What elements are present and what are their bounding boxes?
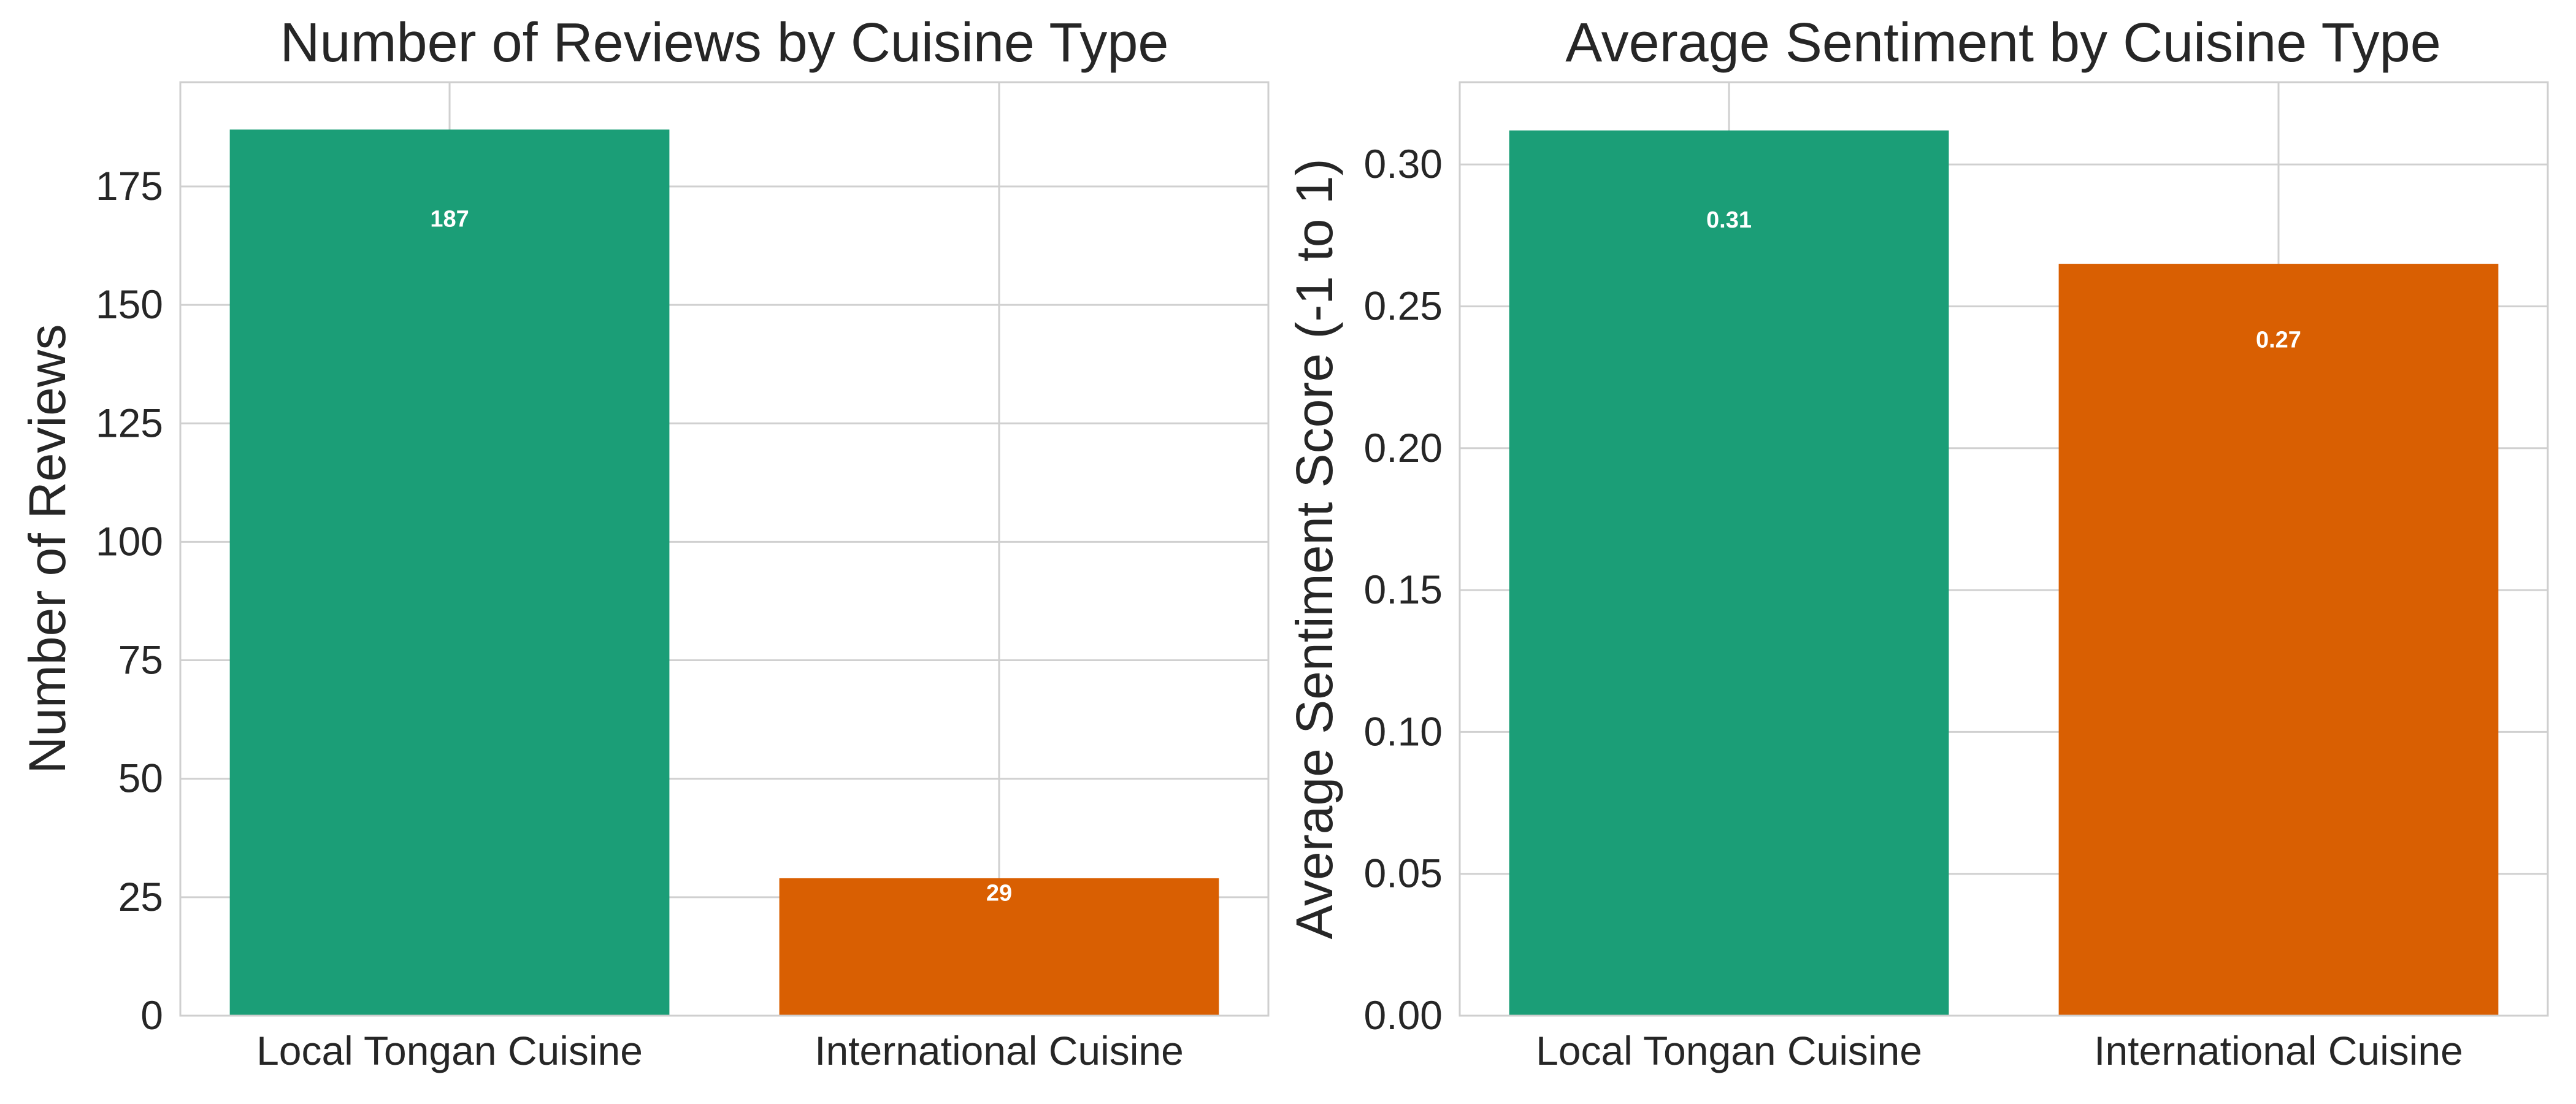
- chart-title: Average Sentiment by Cuisine Type: [1565, 12, 2441, 74]
- y-tick-label: 0.15: [1364, 567, 1443, 612]
- y-tick-label: 0.05: [1364, 851, 1443, 896]
- y-tick-label: 175: [96, 163, 163, 209]
- x-tick-labels: Local Tongan Cuisine International Cuisin…: [1536, 1028, 2463, 1073]
- x-tick-labels: Local Tongan Cuisine International Cuisin…: [256, 1028, 1184, 1073]
- y-tick-label: 0.00: [1364, 992, 1443, 1038]
- y-tick-label: 100: [96, 518, 163, 564]
- bar-value-label: 187: [430, 207, 469, 232]
- x-tick-label: International Cuisine: [2094, 1028, 2463, 1073]
- bar: [229, 129, 670, 1016]
- x-tick-label: Local Tongan Cuisine: [256, 1028, 643, 1073]
- bar-value-labels: 187 29: [430, 207, 1012, 907]
- y-tick-labels: 0.00 0.05 0.10 0.15 0.20 0.25 0.30: [1364, 141, 1443, 1038]
- chart-title: Number of Reviews by Cuisine Type: [280, 12, 1169, 74]
- y-axis-label: Average Sentiment Score (-1 to 1): [1286, 158, 1343, 939]
- bar: [779, 878, 1219, 1016]
- y-tick-label: 150: [96, 282, 163, 327]
- y-tick-labels: 0 25 50 75 100 125 150 175: [96, 163, 163, 1038]
- reviews-count-chart: Number of Reviews by Cuisine Type Number…: [18, 12, 1270, 1073]
- plot-frame: [179, 81, 1270, 1017]
- bar-value-labels: 0.31 0.27: [1706, 207, 2301, 353]
- y-tick-label: 0.10: [1364, 708, 1443, 754]
- y-tick-label: 50: [118, 756, 163, 801]
- plot-frame: [1459, 81, 2549, 1017]
- y-tick-label: 0: [140, 992, 163, 1038]
- y-tick-label: 25: [118, 874, 163, 919]
- y-tick-label: 75: [118, 637, 163, 683]
- bars: [229, 129, 1219, 1016]
- y-tick-label: 125: [96, 400, 163, 445]
- bar-value-label: 0.27: [2256, 328, 2301, 353]
- y-tick-label: 0.20: [1364, 425, 1443, 470]
- bars: [1509, 130, 2499, 1016]
- sentiment-chart: Average Sentiment by Cuisine Type Averag…: [1286, 12, 2549, 1073]
- y-axis-label: Number of Reviews: [18, 324, 76, 774]
- y-tick-label: 0.30: [1364, 141, 1443, 186]
- bar: [2058, 264, 2499, 1016]
- bar-value-label: 29: [986, 880, 1012, 906]
- x-tick-label: Local Tongan Cuisine: [1536, 1028, 1922, 1073]
- bar: [1509, 130, 1949, 1016]
- x-tick-label: International Cuisine: [815, 1028, 1184, 1073]
- bar-value-label: 0.31: [1706, 207, 1752, 233]
- y-tick-label: 0.25: [1364, 283, 1443, 328]
